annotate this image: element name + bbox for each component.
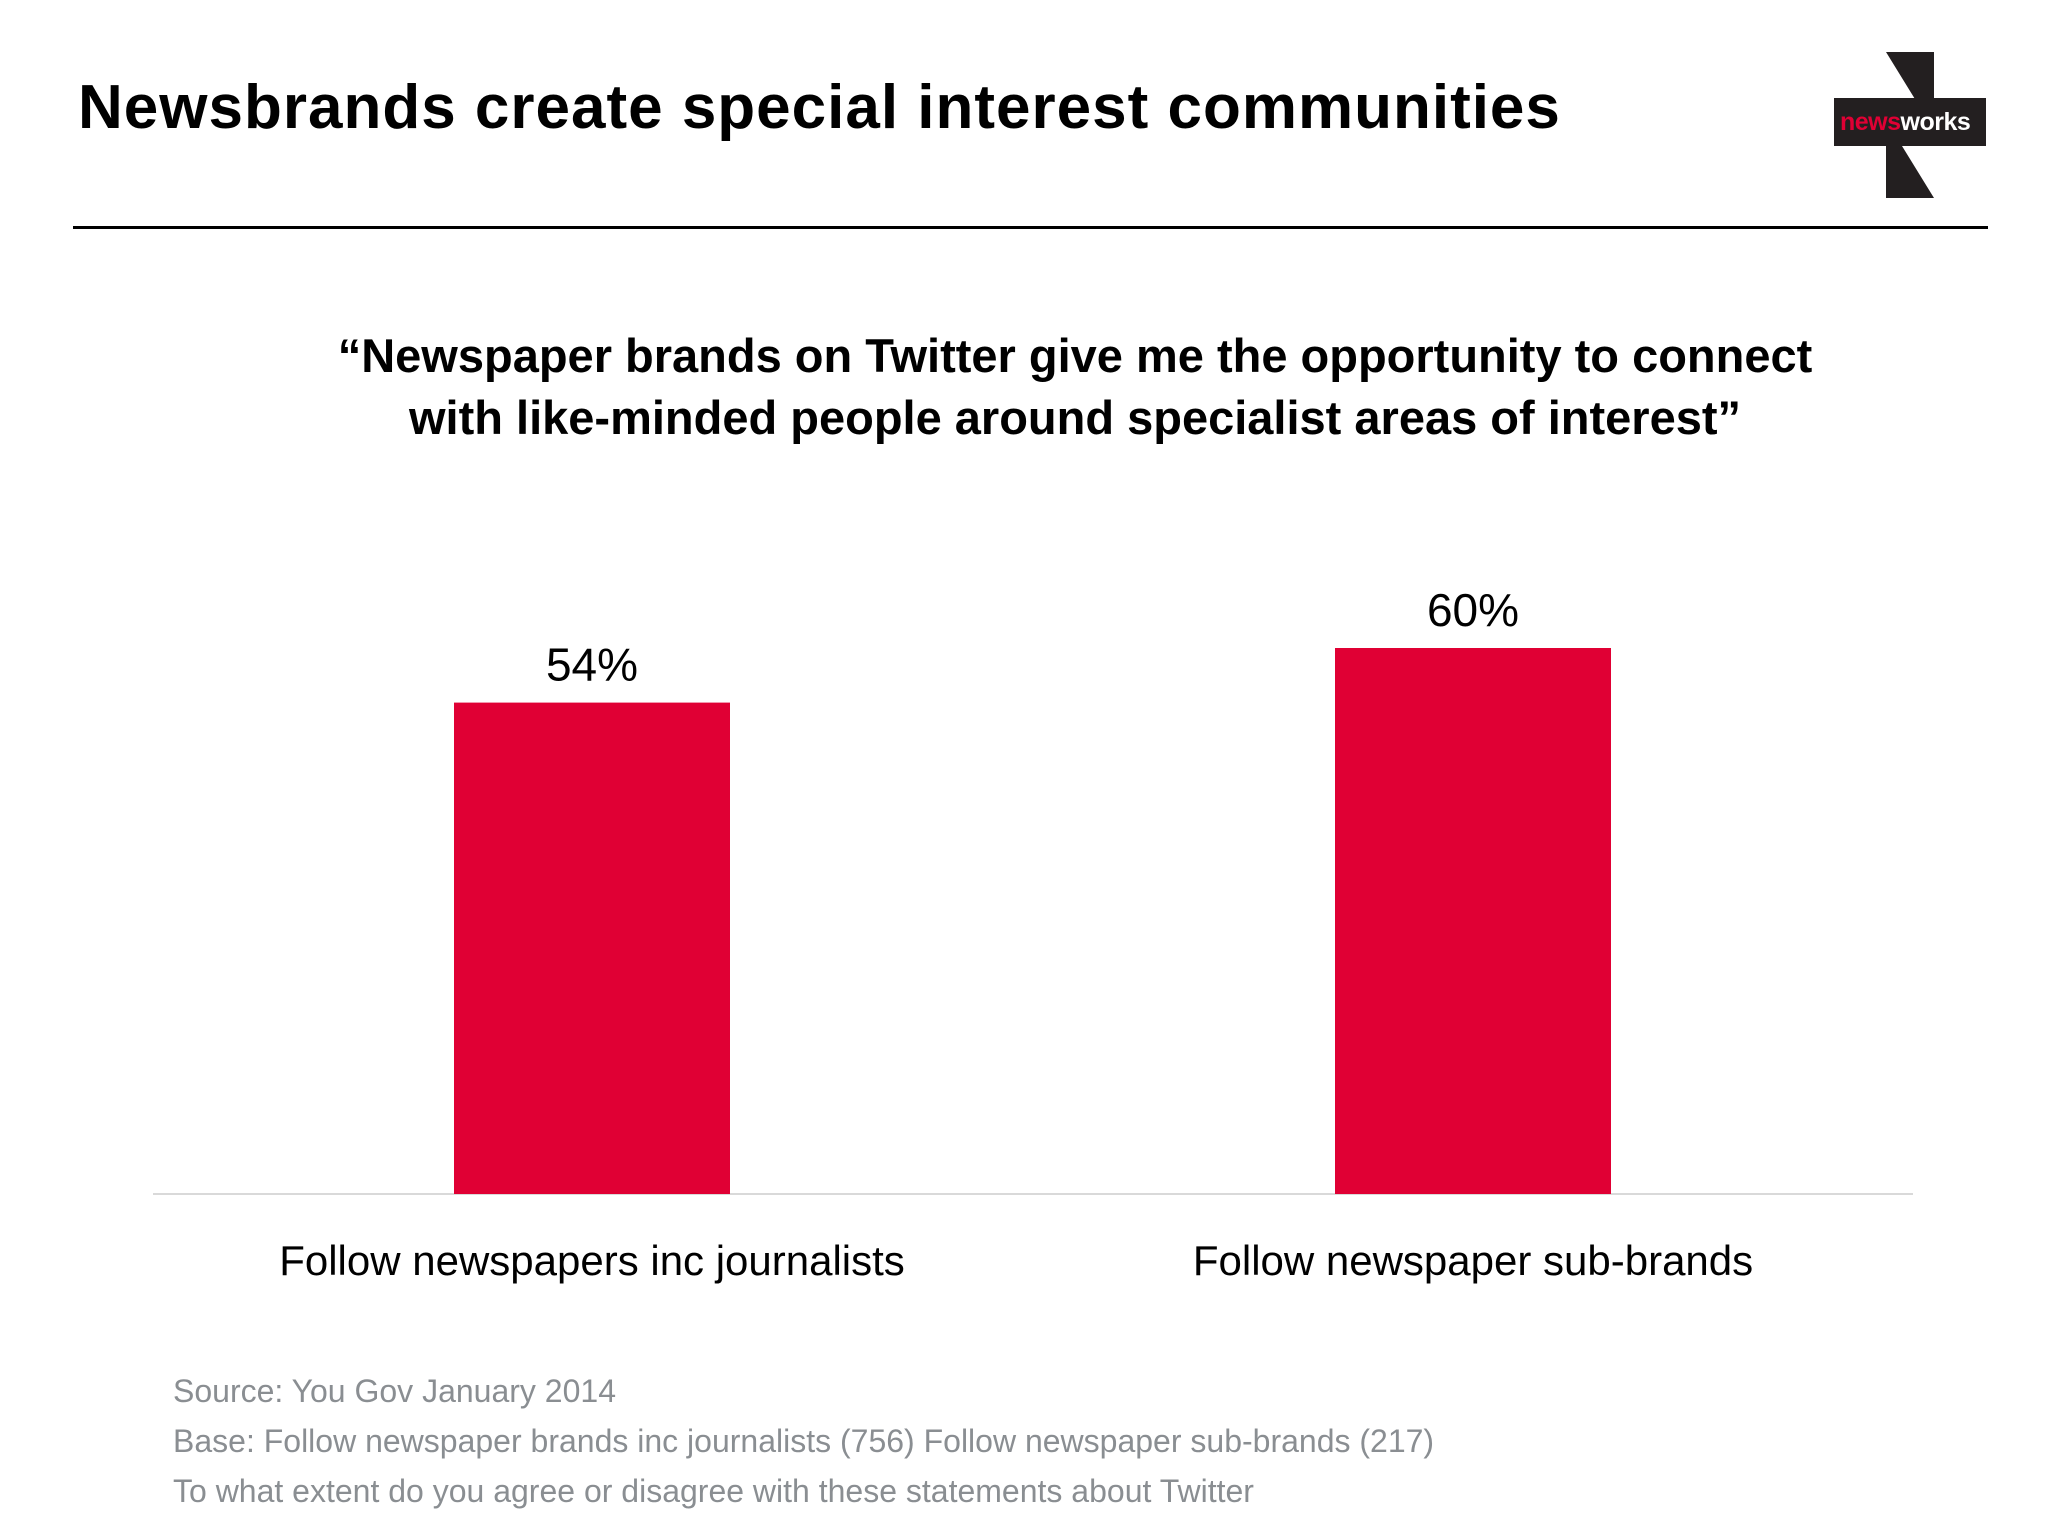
bar-2 bbox=[1335, 648, 1611, 1194]
data-label-2: 60% bbox=[1427, 584, 1519, 636]
chart-title-quote: “Newspaper brands on Twitter give me the… bbox=[337, 329, 1813, 444]
data-label-1: 54% bbox=[546, 639, 638, 691]
base-note: Base: Follow newspaper brands inc journa… bbox=[173, 1423, 1435, 1459]
source-note: Source: You Gov January 2014 bbox=[173, 1373, 616, 1409]
logo-text-works: works bbox=[1900, 108, 1971, 136]
category-label-1: Follow newspapers inc journalists bbox=[279, 1237, 905, 1284]
question-note: To what extent do you agree or disagree … bbox=[173, 1473, 1254, 1509]
category-label-2: Follow newspaper sub-brands bbox=[1193, 1237, 1753, 1284]
bar-chart: 54% Follow newspapers inc journalists 60% F… bbox=[153, 584, 1913, 1284]
newsworks-logo: newsworks bbox=[1834, 52, 1986, 198]
logo-wordmark: newsworks bbox=[1840, 108, 1971, 137]
logo-text-news: news bbox=[1840, 108, 1901, 136]
page-title: Newsbrands create special interest commu… bbox=[78, 73, 1561, 142]
bar-1 bbox=[454, 702, 730, 1194]
logo-n-icon bbox=[1834, 52, 1986, 198]
chart-footnotes: Source: You Gov January 2014 Base: Follo… bbox=[173, 1366, 1434, 1516]
header-divider bbox=[73, 226, 1988, 229]
